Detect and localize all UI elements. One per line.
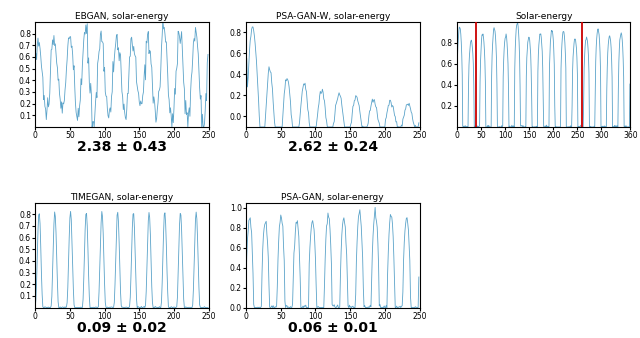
Text: 0.06 ± 0.01: 0.06 ± 0.01 — [288, 321, 378, 335]
Text: 2.62 ± 0.24: 2.62 ± 0.24 — [288, 141, 378, 154]
Title: PSA-GAN, solar-energy: PSA-GAN, solar-energy — [282, 193, 384, 202]
Text: 0.09 ± 0.02: 0.09 ± 0.02 — [77, 321, 167, 335]
Title: TIMEGAN, solar-energy: TIMEGAN, solar-energy — [70, 193, 173, 202]
Title: EBGAN, solar-energy: EBGAN, solar-energy — [75, 12, 169, 21]
Text: 2.38 ± 0.43: 2.38 ± 0.43 — [77, 141, 167, 154]
Title: PSA-GAN-W, solar-energy: PSA-GAN-W, solar-energy — [276, 12, 390, 21]
Title: Solar-energy: Solar-energy — [515, 12, 572, 21]
